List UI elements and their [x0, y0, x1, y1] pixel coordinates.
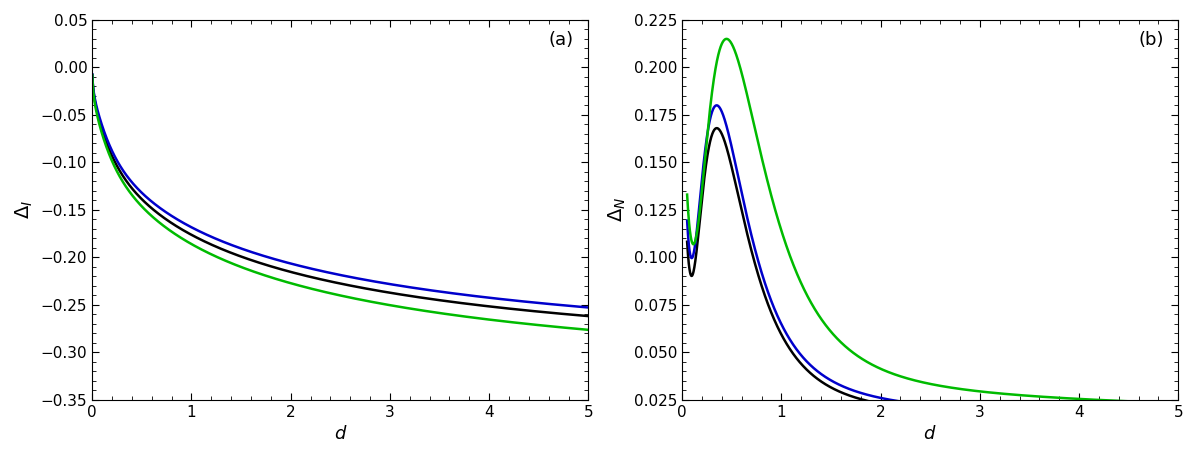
- Text: (b): (b): [1138, 31, 1165, 49]
- Y-axis label: $\Delta_I$: $\Delta_I$: [14, 200, 35, 219]
- X-axis label: $d$: $d$: [923, 425, 937, 443]
- X-axis label: $d$: $d$: [334, 425, 347, 443]
- Y-axis label: $\Delta_N$: $\Delta_N$: [607, 197, 628, 223]
- Text: (a): (a): [548, 31, 573, 49]
